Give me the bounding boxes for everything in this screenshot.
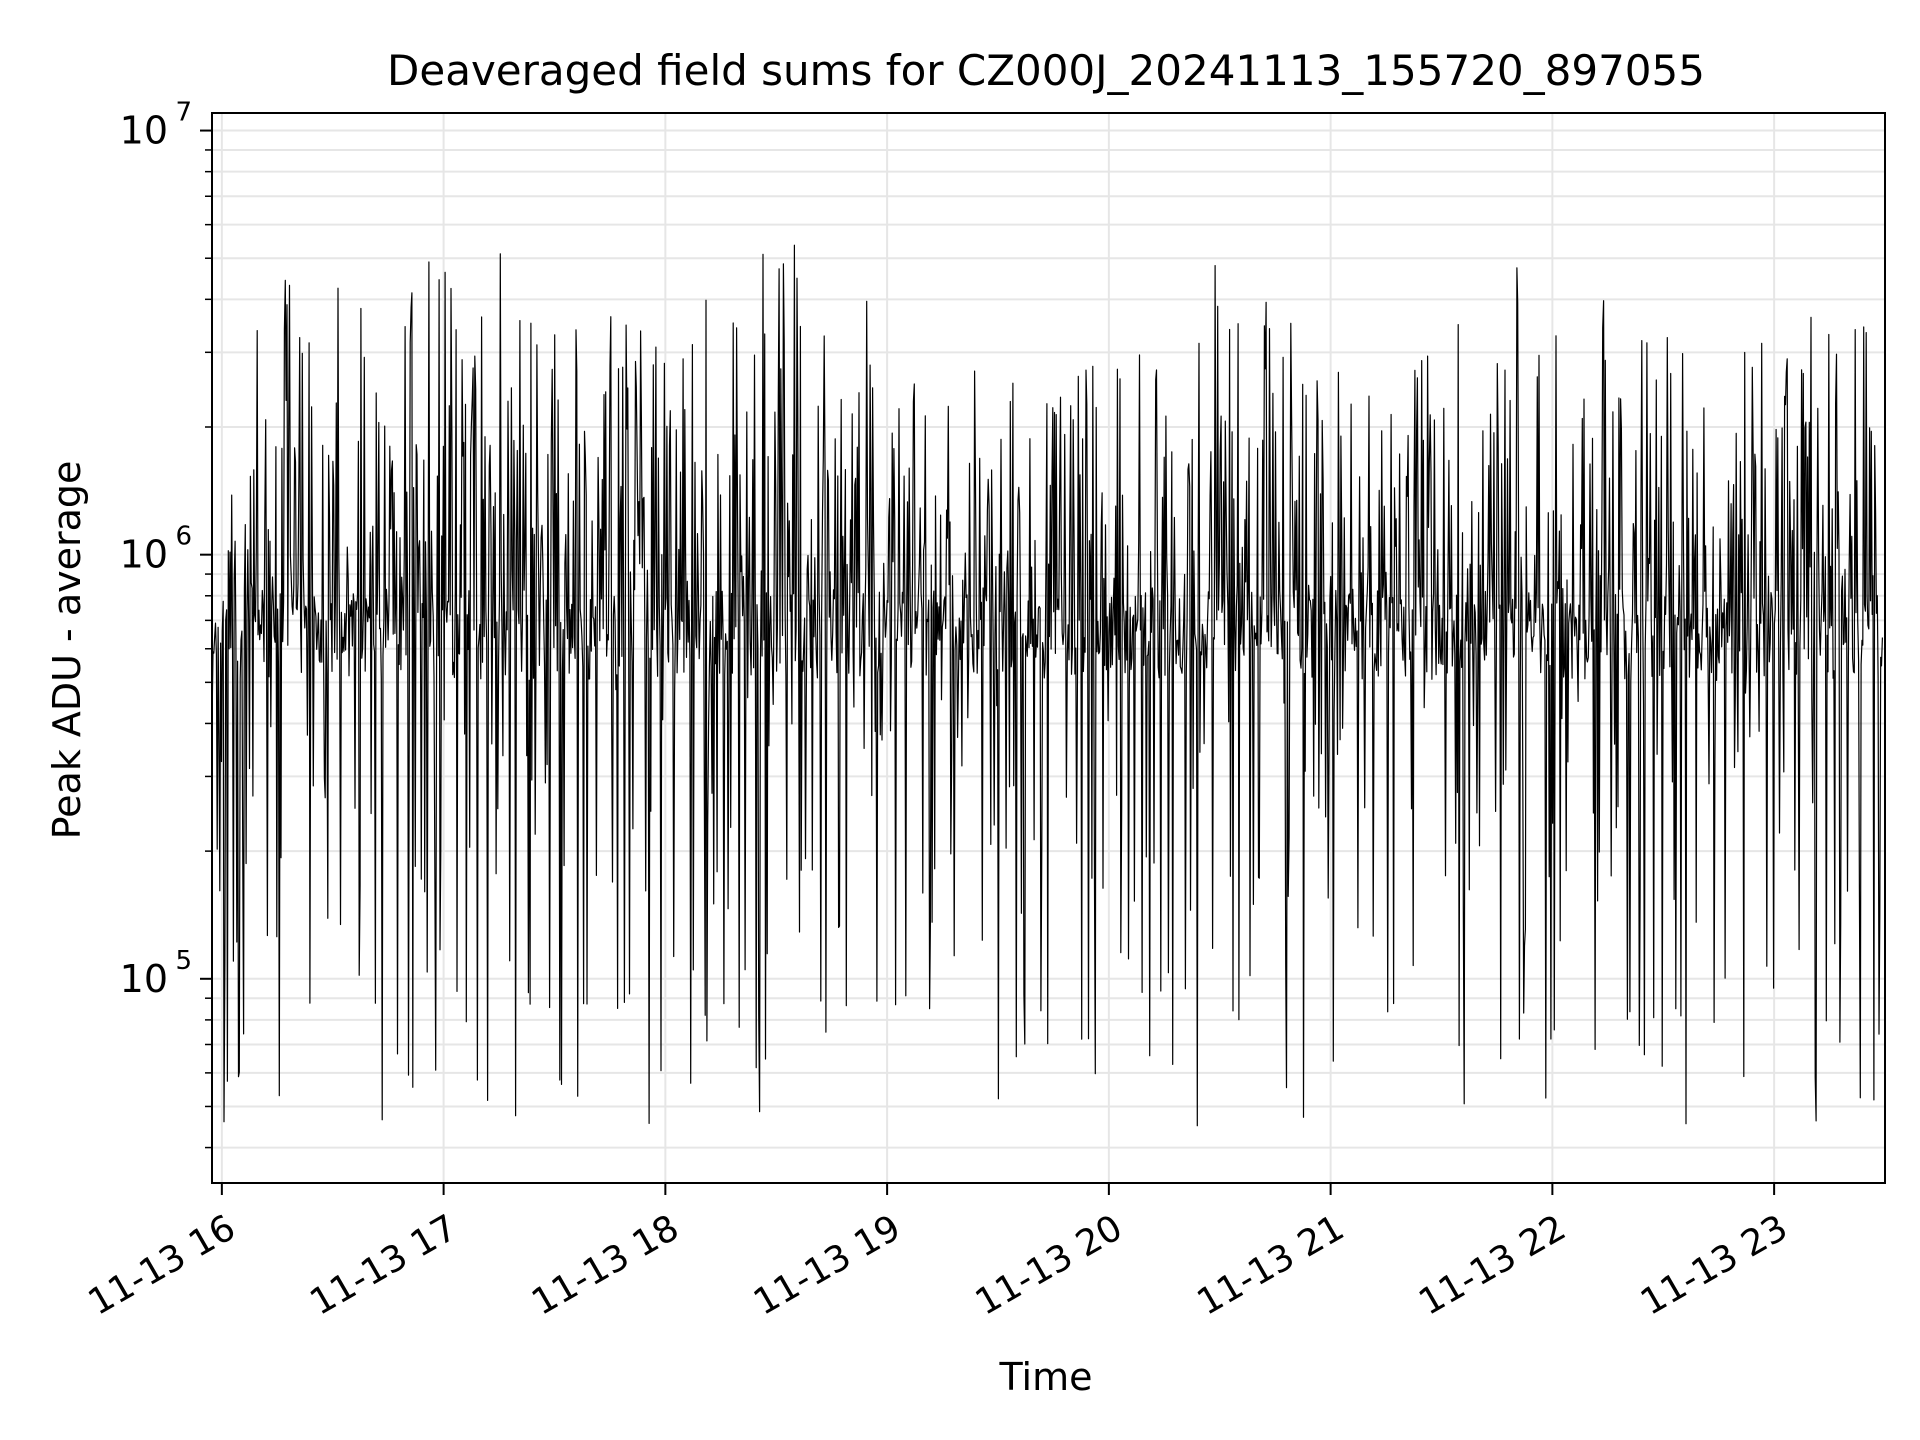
y-tick-exponent: 5 xyxy=(175,946,192,976)
y-tick-label: 10 xyxy=(120,533,168,577)
y-tick-exponent: 7 xyxy=(175,98,192,128)
chart-title: Deaveraged field sums for CZ000J_2024111… xyxy=(387,46,1705,95)
series-layer xyxy=(211,244,1883,1127)
series-line xyxy=(211,244,1883,1127)
x-axis-label: Time xyxy=(999,1355,1093,1399)
plot-frame xyxy=(211,112,1886,1184)
y-tick-label: 10 xyxy=(120,957,168,1001)
y-tick-exponent: 6 xyxy=(175,522,192,552)
y-tick-label: 10 xyxy=(120,109,168,153)
y-axis-label: Peak ADU - average xyxy=(45,461,89,840)
